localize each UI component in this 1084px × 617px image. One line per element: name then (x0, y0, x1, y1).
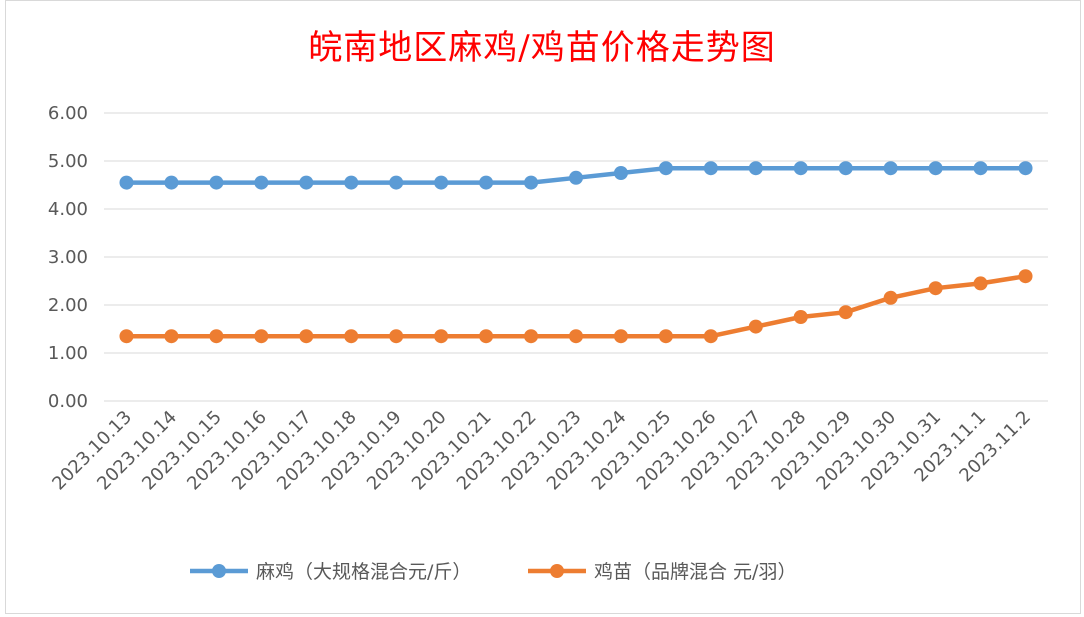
series-line (124, 273, 1028, 339)
data-point (793, 310, 808, 324)
y-tick-label: 3.00 (48, 247, 88, 268)
data-point (883, 161, 898, 176)
data-point (973, 161, 988, 176)
data-point (164, 175, 179, 190)
data-point (928, 161, 943, 176)
data-point (748, 161, 763, 176)
data-point (1018, 269, 1033, 284)
legend: 麻鸡（大规格混合元/斤） 鸡苗（品牌混合 元/羽） (190, 561, 796, 583)
series-group (119, 161, 1033, 344)
data-point (434, 329, 449, 344)
data-point (569, 329, 583, 344)
y-tick-label: 6.00 (48, 103, 88, 124)
data-point (344, 175, 359, 190)
data-point (344, 329, 359, 344)
data-point (254, 329, 269, 344)
data-point (209, 329, 224, 344)
y-tick-label: 2.00 (48, 295, 88, 316)
data-point (119, 175, 134, 190)
data-point (703, 329, 718, 344)
data-point (389, 175, 404, 190)
data-point (928, 281, 943, 296)
data-point (658, 329, 673, 344)
series-1 (119, 161, 1033, 190)
x-axis-ticks: 2023.10.132023.10.142023.10.152023.10.16… (48, 407, 1035, 495)
legend-marker (212, 564, 226, 578)
chart-frame (5, 0, 1081, 614)
data-point (299, 175, 314, 190)
data-point (479, 329, 494, 344)
data-point (748, 319, 763, 334)
data-point (838, 305, 853, 320)
data-point (119, 329, 134, 344)
data-point (389, 329, 404, 344)
y-tick-label: 5.00 (48, 151, 88, 172)
legend-marker (550, 564, 564, 578)
data-point (299, 329, 314, 344)
data-point (658, 161, 673, 176)
data-point (164, 329, 179, 344)
gridlines (104, 112, 1048, 402)
data-point (209, 175, 224, 190)
y-tick-label: 0.00 (48, 391, 88, 412)
data-point (703, 161, 718, 176)
y-axis-ticks: 0.00 1.00 2.00 3.00 4.00 5.00 6.00 (48, 103, 88, 412)
legend-label: 鸡苗（品牌混合 元/羽） (594, 561, 796, 583)
data-point (254, 175, 269, 190)
data-point (569, 170, 583, 185)
data-point (613, 329, 628, 344)
data-point (479, 175, 494, 190)
series-2 (119, 269, 1033, 344)
data-point (883, 290, 898, 305)
legend-item: 麻鸡（大规格混合元/斤） (190, 561, 471, 583)
y-tick-label: 1.00 (48, 343, 88, 364)
data-point (524, 175, 539, 190)
data-point (1018, 161, 1033, 176)
y-tick-label: 4.00 (48, 199, 88, 220)
chart-title: 皖南地区麻鸡/鸡苗价格走势图 (308, 28, 776, 68)
legend-item: 鸡苗（品牌混合 元/羽） (528, 561, 796, 583)
data-point (793, 161, 808, 176)
data-point (613, 166, 628, 180)
data-point (434, 175, 449, 190)
legend-label: 麻鸡（大规格混合元/斤） (256, 561, 471, 583)
data-point (524, 329, 539, 344)
data-point (838, 161, 853, 176)
data-point (973, 276, 988, 291)
